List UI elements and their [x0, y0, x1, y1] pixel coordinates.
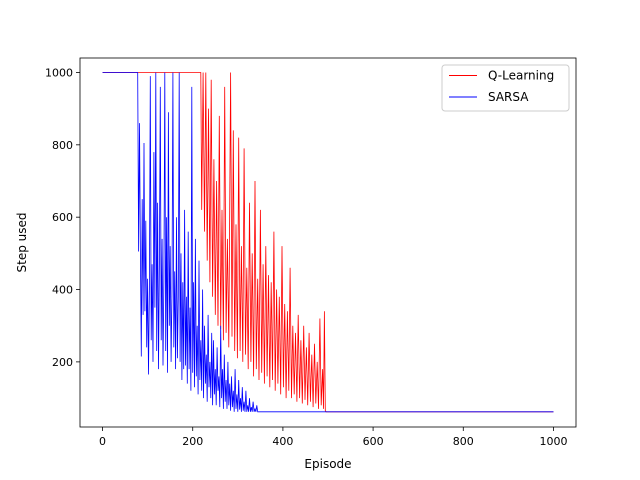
legend-label: SARSA [488, 90, 529, 104]
y-tick-label: 200 [52, 356, 73, 369]
legend-label: Q-Learning [488, 69, 554, 83]
series-line-sarsa [102, 72, 554, 413]
y-tick-label: 600 [52, 211, 73, 224]
y-tick-label: 400 [52, 284, 73, 297]
y-tick-label: 800 [52, 139, 73, 152]
x-tick-label: 600 [363, 435, 384, 448]
x-tick-label: 400 [272, 435, 293, 448]
plot-frame [79, 57, 577, 428]
x-tick-label: 800 [453, 435, 474, 448]
x-tick-label: 1000 [539, 435, 567, 448]
y-tick-label: 1000 [45, 66, 73, 79]
axis-layer: 0 200 400 600 800 1000 200 400 600 800 1000 [45, 66, 567, 448]
series-layer [102, 72, 554, 413]
x-tick-label: 200 [182, 435, 203, 448]
legend-box [441, 64, 570, 112]
x-axis-label: Episode [304, 457, 351, 471]
legend: Q-Learning SARSA [441, 64, 570, 112]
y-axis-label: Step used [15, 213, 29, 273]
x-tick-label: 0 [99, 435, 106, 448]
